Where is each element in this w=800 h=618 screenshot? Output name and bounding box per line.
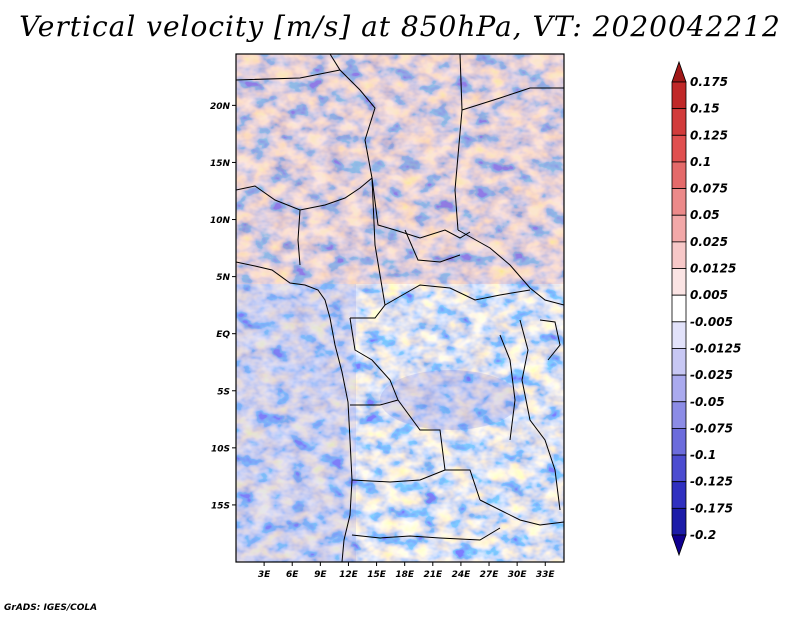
colorbar-label: -0.025 bbox=[690, 368, 733, 382]
x-tick-label: 30E bbox=[508, 570, 528, 580]
x-tick-label: 21E bbox=[423, 570, 443, 580]
y-tick-label: 5S bbox=[217, 387, 230, 397]
x-tick-label: 18E bbox=[395, 570, 415, 580]
colorbar-swatch bbox=[671, 348, 687, 376]
colorbar-swatch bbox=[671, 507, 687, 536]
y-tick-label: 5N bbox=[216, 273, 230, 283]
y-tick-label: EQ bbox=[216, 330, 230, 340]
colorbar-swatch bbox=[671, 241, 687, 269]
colorbar-label: -0.0125 bbox=[690, 341, 741, 355]
colorbar-label: 0.175 bbox=[690, 75, 728, 89]
colorbar-swatch bbox=[671, 454, 687, 483]
colorbar-label: -0.175 bbox=[690, 501, 733, 515]
colorbar-top-arrow bbox=[671, 60, 687, 83]
x-tick-label: 3E bbox=[258, 570, 271, 580]
x-tick-label: 12E bbox=[339, 570, 359, 580]
field-tints bbox=[236, 54, 564, 562]
colorbar-swatch bbox=[671, 374, 687, 403]
colorbar-swatch bbox=[671, 401, 687, 429]
colorbar-label: 0.15 bbox=[690, 102, 720, 116]
x-tick-label: 27E bbox=[480, 570, 500, 580]
coastline bbox=[236, 261, 353, 562]
credit-label: GrADS: IGES/COLA bbox=[4, 603, 98, 613]
chart-title: Vertical velocity [m/s] at 850hPa, VT: 2… bbox=[19, 10, 781, 43]
x-tick-label: 15E bbox=[367, 570, 387, 580]
colorbar: 0.175 0.15 0.125 0.1 0.075 0.05 0.025 0.0125 0.0… bbox=[671, 60, 741, 557]
y-axis: 20N 15N 10N 5N EQ 5S 10S 15S bbox=[210, 102, 236, 511]
colorbar-label: -0.1 bbox=[690, 448, 716, 462]
map-frame bbox=[235, 53, 565, 563]
colorbar-bottom-arrow bbox=[671, 534, 687, 557]
country-borders bbox=[236, 54, 564, 562]
colorbar-swatch bbox=[671, 321, 687, 349]
colorbar-swatch bbox=[671, 134, 687, 163]
colorbar-label: -0.075 bbox=[690, 421, 733, 435]
colorbar-swatch bbox=[671, 108, 687, 136]
y-tick-label: 15N bbox=[210, 159, 231, 169]
colorbar-swatch bbox=[671, 214, 687, 243]
colorbar-swatch bbox=[671, 161, 687, 189]
x-axis: 3E 6E 9E 12E 15E 18E 21E 24E 27E 30E 33E bbox=[258, 562, 556, 580]
velocity-field bbox=[236, 54, 564, 562]
colorbar-label: -0.125 bbox=[690, 475, 733, 489]
colorbar-swatch bbox=[671, 188, 687, 216]
y-tick-label: 10N bbox=[210, 216, 231, 226]
colorbar-swatch bbox=[671, 268, 687, 296]
y-tick-label: 10S bbox=[211, 444, 230, 454]
x-tick-label: 24E bbox=[452, 570, 472, 580]
colorbar-label: 0.0125 bbox=[690, 262, 736, 276]
colorbar-swatch bbox=[671, 294, 687, 323]
colorbar-label: -0.2 bbox=[690, 528, 716, 542]
colorbar-label: 0.025 bbox=[690, 235, 728, 249]
colorbar-label: -0.005 bbox=[690, 315, 733, 329]
colorbar-swatch bbox=[671, 481, 687, 509]
colorbar-label: 0.005 bbox=[690, 288, 728, 302]
x-tick-label: 6E bbox=[286, 570, 299, 580]
colorbar-label: 0.1 bbox=[690, 155, 711, 169]
x-tick-label: 33E bbox=[536, 570, 556, 580]
x-tick-label: 9E bbox=[314, 570, 327, 580]
y-tick-label: 20N bbox=[210, 102, 231, 112]
colorbar-swatch bbox=[671, 81, 687, 110]
colorbar-label: 0.05 bbox=[690, 208, 720, 222]
colorbar-label: 0.125 bbox=[690, 128, 728, 142]
colorbar-swatch bbox=[671, 428, 687, 456]
y-tick-label: 15S bbox=[211, 501, 230, 511]
colorbar-label: -0.05 bbox=[690, 395, 725, 409]
map-panel bbox=[235, 53, 565, 563]
colorbar-label: 0.075 bbox=[690, 182, 728, 196]
